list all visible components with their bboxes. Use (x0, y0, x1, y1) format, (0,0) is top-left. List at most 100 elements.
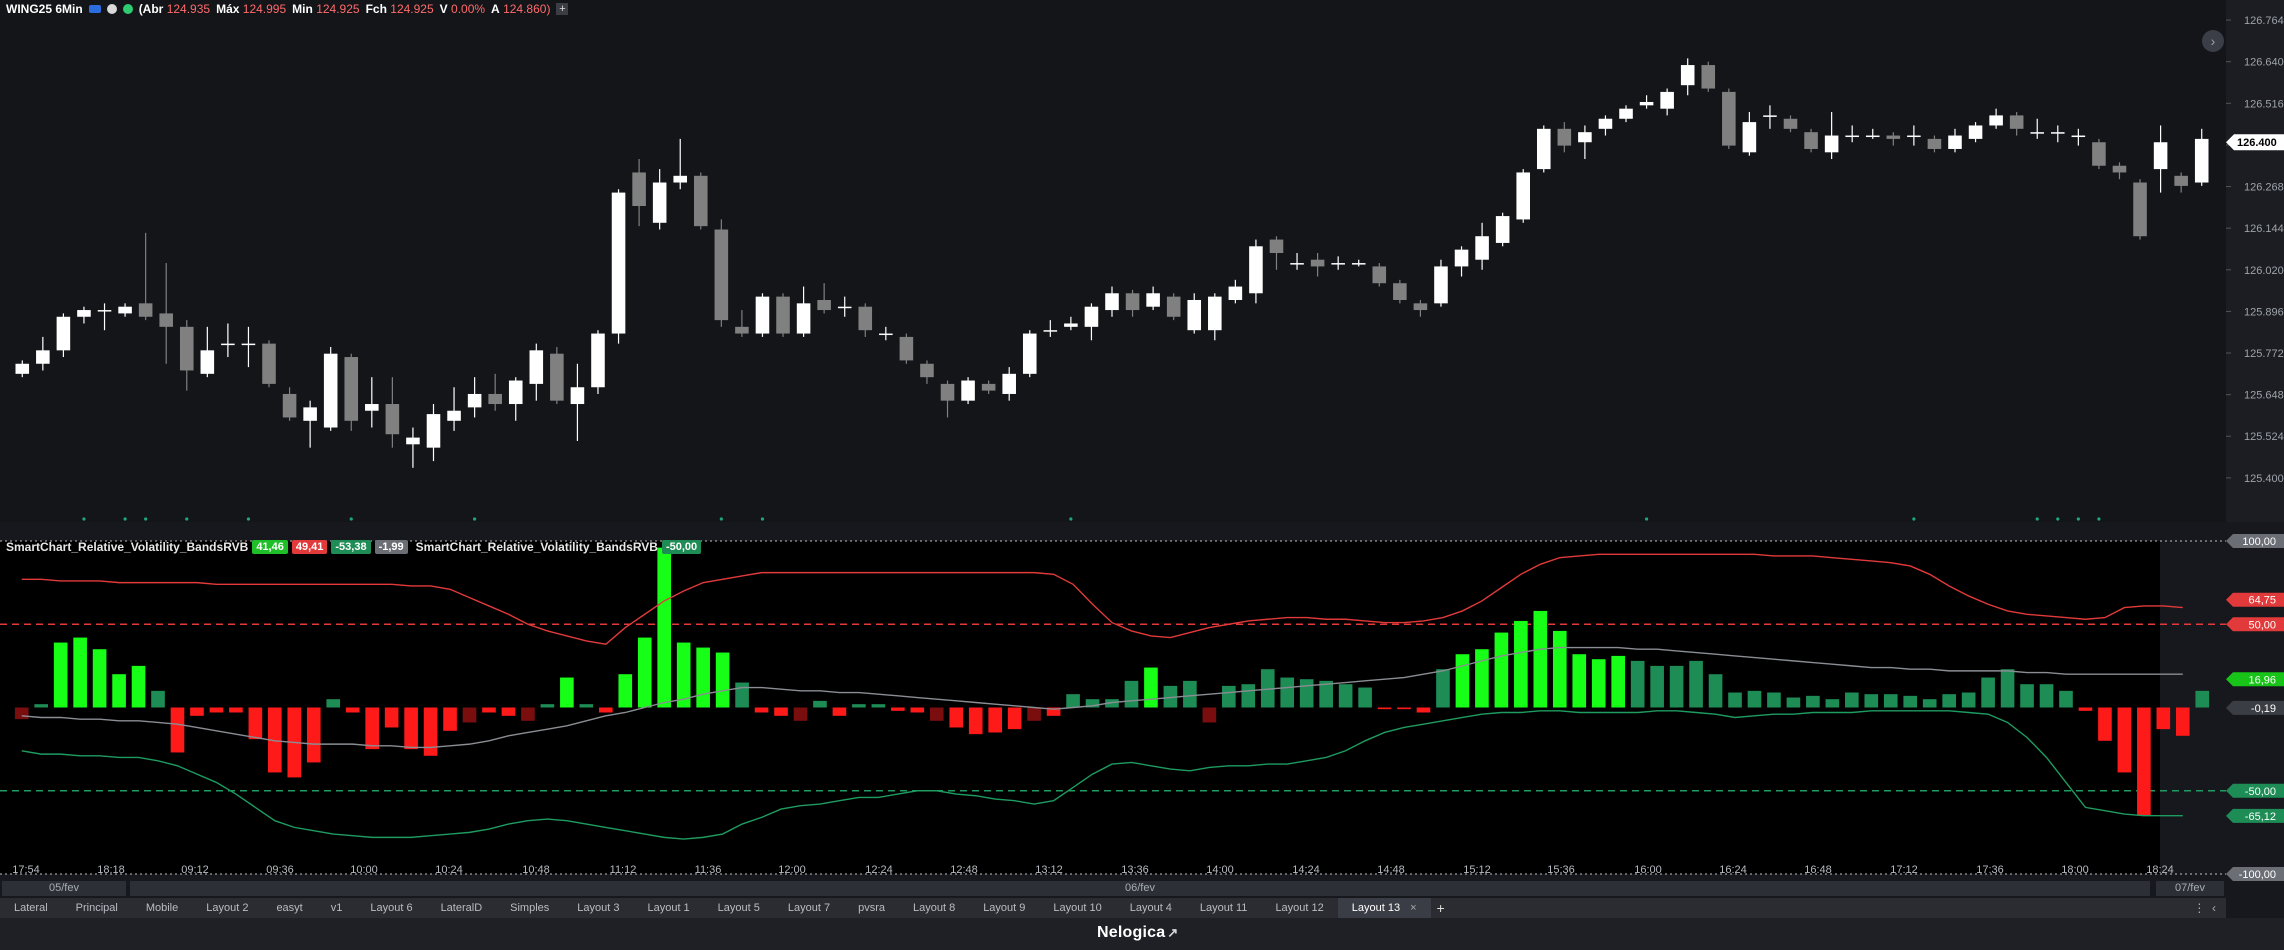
volatility-bar[interactable] (306, 707, 321, 763)
volatility-bar[interactable] (92, 649, 107, 708)
volatility-bar[interactable] (34, 704, 49, 708)
volatility-bar[interactable] (1903, 695, 1918, 708)
candle-body[interactable] (1865, 135, 1880, 138)
volatility-bar[interactable] (2137, 707, 2151, 816)
candle-body[interactable] (899, 336, 914, 361)
tab-layout-9[interactable]: Layout 9 (969, 898, 1039, 918)
volatility-bar[interactable] (73, 637, 87, 708)
candle-body[interactable] (1290, 263, 1304, 265)
volatility-bar[interactable] (1377, 707, 1392, 710)
volatility-bar[interactable] (1552, 630, 1567, 708)
candle-body[interactable] (1269, 239, 1284, 253)
volatility-bar[interactable] (1845, 692, 1859, 708)
indicator-pane[interactable]: 100,00 64,75 50,00 16,96 -0,19 -50,00 -65,12 -1… (0, 525, 2284, 884)
volatility-bar[interactable] (1222, 685, 1236, 708)
volatility-bar[interactable] (774, 707, 788, 716)
chevron-left-icon[interactable]: ‹ (2212, 901, 2216, 915)
candle-body[interactable] (36, 350, 50, 364)
volatility-bar[interactable] (131, 665, 146, 708)
volatility-bar[interactable] (1416, 707, 1431, 713)
volatility-bar[interactable] (1747, 690, 1762, 708)
volatility-bar[interactable] (423, 707, 438, 756)
candle-body[interactable] (1105, 293, 1119, 311)
volatility-bar[interactable] (871, 704, 886, 708)
volatility-bar[interactable] (1786, 697, 1801, 708)
candle-body[interactable] (447, 410, 461, 421)
candle-body[interactable] (1598, 118, 1613, 129)
candle-body[interactable] (262, 343, 276, 384)
volatility-bar[interactable] (1046, 707, 1061, 716)
candle-body[interactable] (282, 393, 297, 418)
tab-layout-4[interactable]: Layout 4 (1116, 898, 1186, 918)
tab-layout-11[interactable]: Layout 11 (1186, 898, 1262, 918)
volatility-bar[interactable] (151, 690, 165, 708)
candle-body[interactable] (1208, 296, 1222, 331)
candle-body[interactable] (221, 343, 235, 346)
volatility-bar[interactable] (1825, 699, 1840, 708)
candle-body[interactable] (1886, 135, 1901, 139)
tab-layout-5[interactable]: Layout 5 (704, 898, 774, 918)
candle-body[interactable] (1619, 108, 1633, 119)
volatility-bar[interactable] (2156, 707, 2171, 730)
volatility-bar[interactable] (2117, 707, 2132, 773)
candle-body[interactable] (200, 350, 215, 374)
tab-mobile[interactable]: Mobile (132, 898, 192, 918)
volatility-bar[interactable] (482, 707, 496, 713)
volatility-bar[interactable] (1942, 694, 1956, 708)
candle-body[interactable] (1125, 293, 1140, 311)
candle-body[interactable] (714, 229, 729, 321)
candle-body[interactable] (488, 393, 502, 405)
volatility-bar[interactable] (929, 707, 944, 721)
candle-body[interactable] (1475, 236, 1489, 260)
volatility-bar[interactable] (2098, 707, 2112, 741)
volatility-bar[interactable] (579, 704, 594, 708)
tab-layout-8[interactable]: Layout 8 (899, 898, 969, 918)
volatility-bar[interactable] (521, 707, 535, 721)
candle-body[interactable] (940, 383, 955, 401)
volatility-bar[interactable] (443, 707, 457, 731)
volatility-bar[interactable] (53, 642, 68, 708)
tab-pvsra[interactable]: pvsra (844, 898, 899, 918)
volatility-bar[interactable] (1436, 669, 1450, 708)
candle-body[interactable] (1393, 283, 1407, 300)
volatility-bar[interactable] (1728, 692, 1742, 708)
volatility-bar[interactable] (268, 707, 282, 773)
volatility-bar[interactable] (1124, 680, 1139, 708)
volatility-bar[interactable] (1358, 687, 1372, 708)
candle-body[interactable] (385, 404, 400, 435)
tab-layout-1[interactable]: Layout 1 (633, 898, 703, 918)
volatility-bar[interactable] (1202, 707, 1217, 723)
volatility-bar[interactable] (2000, 669, 2015, 708)
volatility-bar[interactable] (112, 674, 126, 708)
candle-body[interactable] (1557, 128, 1572, 146)
volatility-bar[interactable] (1611, 655, 1626, 708)
volatility-bar[interactable] (1669, 665, 1684, 708)
candle-body[interactable] (796, 303, 811, 334)
candle-body[interactable] (344, 357, 359, 421)
candle-body[interactable] (2051, 132, 2065, 134)
volatility-bar[interactable] (1494, 632, 1509, 708)
candle-body[interactable] (1454, 249, 1469, 267)
candle-body[interactable] (1413, 303, 1428, 311)
volatility-bar[interactable] (560, 677, 574, 708)
candle-body[interactable] (159, 313, 173, 327)
volatility-bar[interactable] (1144, 667, 1158, 708)
tab-layout-3[interactable]: Layout 3 (563, 898, 633, 918)
candle-body[interactable] (673, 175, 688, 183)
candle-body[interactable] (652, 182, 667, 223)
candle-body[interactable] (2174, 175, 2188, 186)
volatility-bar[interactable] (1007, 707, 1022, 730)
volatility-bar[interactable] (501, 707, 516, 716)
candle-body[interactable] (611, 192, 626, 334)
price-pane[interactable] (0, 0, 2226, 522)
volatility-bar[interactable] (1280, 677, 1295, 708)
volatility-bar[interactable] (968, 707, 983, 735)
volatility-bar[interactable] (14, 707, 29, 720)
candle-body[interactable] (179, 326, 194, 371)
volatility-bar[interactable] (1630, 660, 1645, 708)
volatility-bar[interactable] (1027, 707, 1041, 721)
candle-body[interactable] (1146, 293, 1160, 307)
volatility-bar[interactable] (1241, 684, 1256, 708)
volatility-bar[interactable] (618, 674, 633, 708)
